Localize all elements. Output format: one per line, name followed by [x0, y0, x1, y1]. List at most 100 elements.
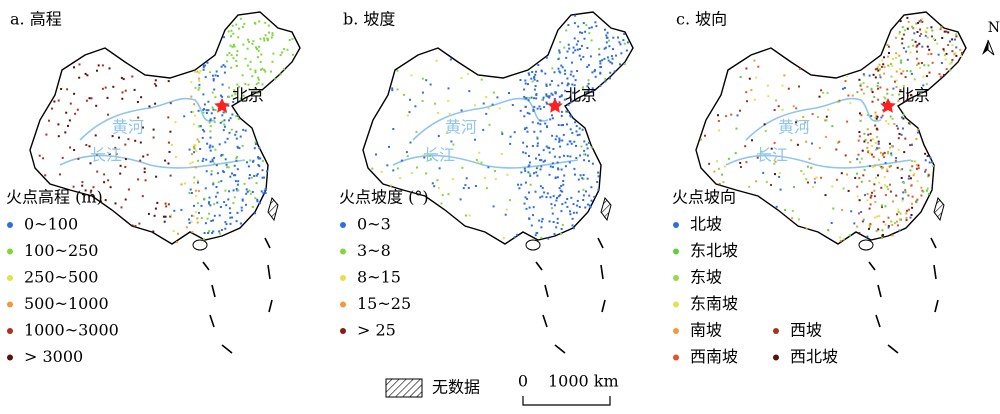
fire-point — [922, 190, 925, 193]
fire-point — [210, 170, 213, 173]
fire-point — [571, 61, 573, 64]
fire-point — [169, 102, 172, 105]
fire-point — [569, 155, 572, 158]
fire-point — [570, 101, 573, 104]
fire-point — [927, 192, 930, 195]
fire-point — [236, 155, 238, 158]
fire-point — [175, 156, 178, 158]
fire-point — [725, 115, 728, 118]
fire-point — [604, 80, 607, 83]
fire-point — [202, 64, 205, 67]
fire-point — [943, 30, 946, 33]
fire-point — [236, 83, 239, 86]
panel-title: a. 高程 — [10, 10, 62, 29]
fire-point — [557, 167, 559, 170]
fire-point — [263, 189, 266, 192]
fire-point — [555, 226, 558, 229]
fire-point — [536, 232, 539, 234]
fire-point — [232, 189, 235, 192]
fire-point — [604, 28, 606, 31]
fire-point — [208, 196, 211, 199]
fire-point — [539, 130, 542, 133]
fire-point — [931, 35, 933, 38]
fire-point — [177, 232, 179, 235]
fire-point — [884, 184, 886, 187]
fire-point — [590, 39, 593, 42]
fire-point — [891, 58, 894, 60]
fire-point — [597, 171, 600, 174]
fire-point — [214, 109, 217, 112]
fire-point — [867, 133, 870, 136]
fire-point — [425, 79, 428, 82]
legend-swatch — [7, 275, 13, 281]
fire-point — [202, 93, 205, 96]
legend-label: 0~3 — [357, 215, 391, 234]
fire-point — [898, 93, 901, 96]
legend-label: 北坡 — [690, 215, 722, 234]
fire-point — [196, 138, 199, 141]
fire-point — [924, 170, 927, 173]
fire-point — [585, 24, 588, 27]
fire-point — [255, 46, 257, 49]
fire-point — [550, 92, 553, 95]
fire-point — [421, 91, 424, 94]
fire-point — [197, 181, 199, 184]
north-arrow-half — [987, 39, 995, 56]
fire-point — [153, 82, 156, 85]
fire-point — [523, 202, 526, 205]
fire-point — [887, 225, 890, 228]
fire-point — [582, 22, 585, 25]
fire-point — [576, 70, 579, 72]
fire-point — [880, 59, 883, 62]
fire-point — [235, 137, 238, 140]
fire-point — [69, 102, 72, 105]
fire-point — [202, 128, 205, 131]
fire-point — [955, 35, 958, 38]
fire-point — [131, 75, 134, 78]
fire-point — [939, 28, 942, 31]
fire-point — [400, 159, 403, 162]
fire-point — [498, 107, 501, 110]
fire-point — [249, 192, 252, 195]
fire-point — [146, 153, 149, 156]
fire-point — [606, 31, 609, 34]
fire-point — [108, 153, 111, 155]
fire-point — [558, 51, 561, 54]
fire-point — [246, 47, 249, 50]
fire-point — [260, 68, 262, 71]
fire-point — [124, 158, 127, 161]
fire-point — [230, 66, 233, 69]
fire-point — [902, 113, 905, 116]
fire-point — [392, 128, 395, 130]
fire-point — [859, 112, 861, 115]
fire-point — [565, 56, 568, 59]
fire-point — [947, 31, 950, 34]
fire-point — [226, 60, 228, 63]
fire-point — [564, 201, 567, 204]
fire-point — [586, 147, 589, 150]
fire-point — [897, 137, 900, 140]
fire-point — [238, 27, 240, 30]
fire-point — [214, 148, 217, 151]
fire-point — [557, 195, 560, 198]
fire-point — [870, 194, 873, 197]
fire-point — [239, 222, 242, 225]
fire-point — [66, 88, 69, 91]
fire-point — [279, 54, 282, 57]
fire-point — [114, 146, 117, 149]
legend-swatch — [340, 248, 346, 255]
fire-point — [170, 214, 173, 217]
fire-point — [574, 173, 576, 176]
fire-point — [557, 58, 560, 61]
fire-point — [873, 195, 876, 198]
fire-point — [223, 71, 226, 74]
fire-point — [232, 101, 235, 103]
fire-point — [901, 168, 904, 171]
fire-point — [774, 173, 776, 176]
fire-point — [612, 36, 615, 39]
legend-swatch — [673, 354, 679, 361]
fire-point — [474, 138, 476, 141]
fire-point — [233, 45, 236, 48]
fire-point — [192, 215, 195, 218]
fire-point — [223, 201, 226, 204]
